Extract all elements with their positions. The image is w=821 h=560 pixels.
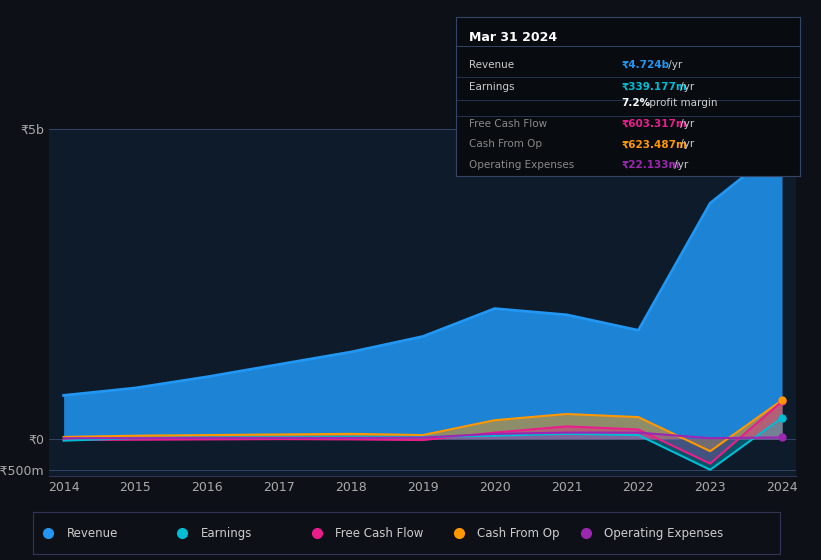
Text: 7.2%: 7.2% bbox=[621, 98, 650, 108]
Text: Revenue: Revenue bbox=[67, 527, 118, 540]
Text: ₹22.133m: ₹22.133m bbox=[621, 160, 680, 170]
Text: /yr: /yr bbox=[677, 119, 695, 129]
Text: profit margin: profit margin bbox=[646, 98, 718, 108]
Text: Revenue: Revenue bbox=[470, 60, 515, 69]
Text: ₹603.317m: ₹603.317m bbox=[621, 119, 687, 129]
Text: ₹339.177m: ₹339.177m bbox=[621, 82, 687, 92]
Text: /yr: /yr bbox=[671, 160, 688, 170]
Text: ₹623.487m: ₹623.487m bbox=[621, 139, 687, 150]
Text: Free Cash Flow: Free Cash Flow bbox=[336, 527, 424, 540]
Text: /yr: /yr bbox=[677, 82, 695, 92]
Text: /yr: /yr bbox=[665, 60, 682, 69]
Text: Free Cash Flow: Free Cash Flow bbox=[470, 119, 548, 129]
Text: Operating Expenses: Operating Expenses bbox=[470, 160, 575, 170]
Text: Cash From Op: Cash From Op bbox=[470, 139, 543, 150]
Text: Mar 31 2024: Mar 31 2024 bbox=[470, 31, 557, 44]
Text: Earnings: Earnings bbox=[470, 82, 515, 92]
Text: Operating Expenses: Operating Expenses bbox=[604, 527, 723, 540]
Text: ₹4.724b: ₹4.724b bbox=[621, 60, 669, 69]
Text: /yr: /yr bbox=[677, 139, 695, 150]
Text: Earnings: Earnings bbox=[201, 527, 252, 540]
Text: Cash From Op: Cash From Op bbox=[477, 527, 560, 540]
